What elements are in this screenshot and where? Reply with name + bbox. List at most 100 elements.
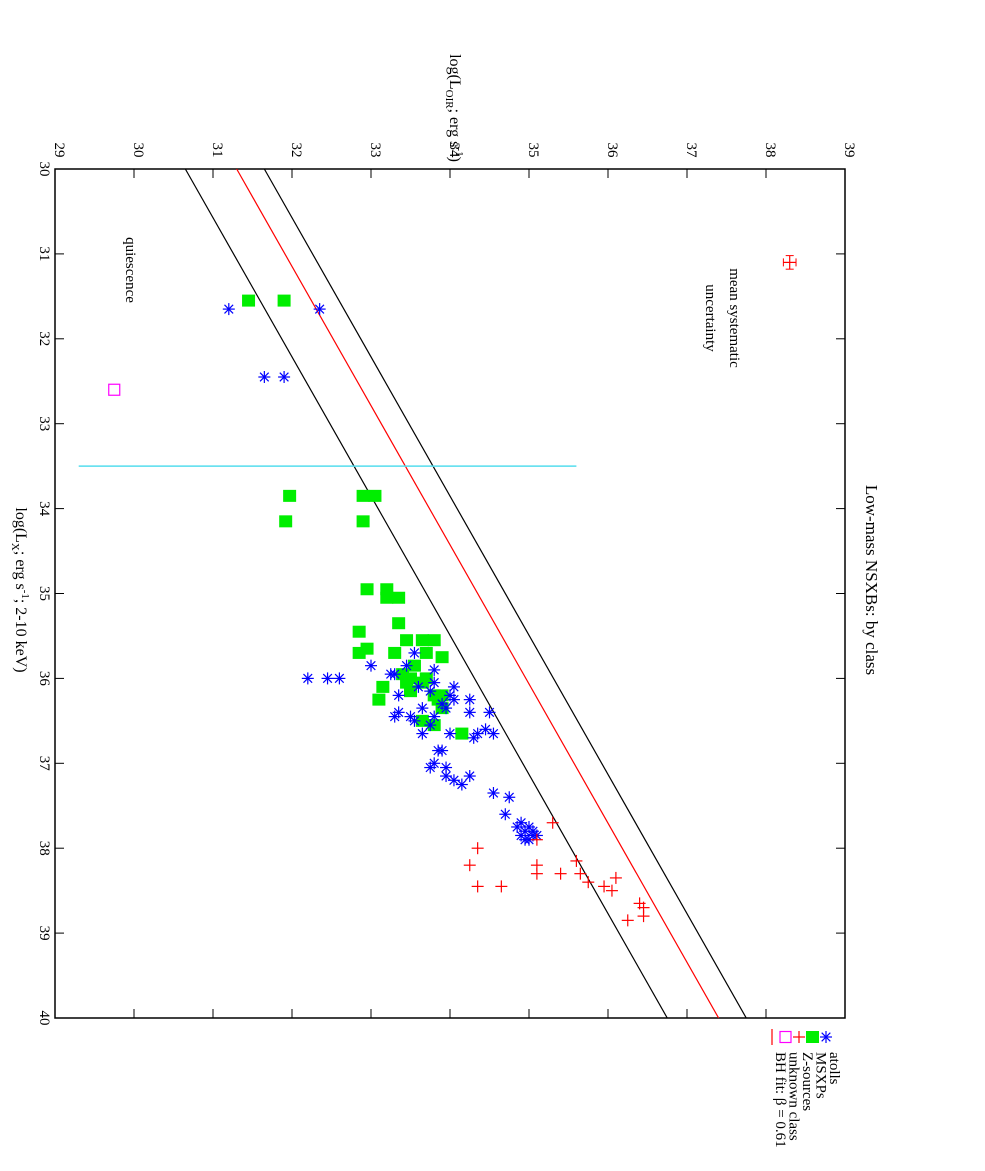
point-atolls [447,693,460,706]
point-atolls-stroke [465,707,475,718]
point-msxps [283,489,297,502]
x-axis-title: log(LX; erg s-1; 2-10 keV) [9,507,31,672]
point-atolls [278,371,291,384]
point-atolls [428,676,441,689]
point-msxps [277,294,291,307]
x-tick-label: 33 [36,416,52,431]
point-atolls [365,659,377,672]
point-msxps [242,294,256,307]
point-msxps [392,617,406,630]
point-msxps-shape [360,583,374,596]
point-msxps-shape [407,659,421,672]
y-tick-label-text: 36 [604,143,620,159]
point-atolls [499,808,512,821]
legend-marker-unknown-class [779,1030,792,1044]
point-atolls-stroke [465,694,475,705]
point-msxps-shape [392,591,406,604]
point-atolls-stroke [425,686,435,696]
y-tick-label-text: 30 [130,143,146,158]
point-atolls [428,710,441,723]
x-tick-label: 36 [36,671,52,687]
point-atolls-stroke [480,724,491,735]
point-msxps [279,515,293,528]
point-msxps [388,646,402,659]
point-atolls [404,710,417,723]
point-atolls-stroke [429,677,439,688]
point-msxps-shape [356,515,370,528]
point-msxps [435,651,449,664]
x-tick-label-text: 38 [36,841,52,856]
y-tick-label: 39 [841,143,857,158]
y-axis-title-text: log(LOIR; erg s-1) [443,54,465,162]
point-atolls [416,702,429,715]
point-atolls [440,702,453,715]
x-tick-label: 34 [36,501,52,516]
legend-label-bh-fit-0-61: BH fit: β = 0.61 [772,1052,788,1148]
point-atolls-stroke [441,762,451,773]
point-msxps [392,591,406,604]
legend-marker-atolls-stroke [821,1032,831,1042]
point-atolls-stroke [449,775,459,786]
legend-label-atolls: atolls [826,1052,842,1085]
point-atolls [416,727,429,740]
legend-marker-z-sources [793,1031,805,1043]
point-atolls-stroke [334,673,345,684]
point-atolls-stroke [520,834,530,845]
point-msxps [400,634,414,647]
y-tick-label-text: 37 [683,143,699,159]
legend-marker-msxps [806,1031,819,1043]
point-atolls-stroke [457,779,467,790]
point-z-sources [471,842,484,855]
point-atolls [463,693,476,706]
fit-lower-line [184,168,668,1019]
point-msxps-shape [368,489,382,502]
plot-area [54,168,846,1019]
point-z-sources [546,816,559,829]
point-atolls-stroke [322,673,333,684]
point-atolls-stroke [429,665,439,675]
uncertainty-label-line2: uncertainty [702,284,718,352]
legend-label-bh-fit-0-61-text: BH fit: β = 0.61 [772,1052,788,1148]
fit-center-line [236,168,720,1019]
point-msxps-shape [376,680,390,693]
point-z-sources [530,833,543,846]
y-tick-label-text: 34 [446,143,462,159]
legend-marker-msxps-shape [806,1031,819,1043]
point-atolls-stroke [393,707,404,718]
point-msxps-shape [404,685,417,698]
point-msxps [356,515,370,528]
point-atolls-stroke [437,745,447,756]
tick-labels: 30 31 32 33 34 35 36 37 38 39 40 29 30 31 32 33 34 35 36 37… [36,143,857,1026]
point-msxps [415,634,429,647]
data-marks [108,294,650,927]
x-tick-label: 30 [36,162,52,177]
point-msxps-shape [360,642,374,655]
point-z-sources [582,876,595,889]
point-atolls [428,663,441,676]
point-atolls [447,774,460,787]
point-msxps [419,646,433,659]
point-msxps-shape [356,489,370,502]
y-tick-label-text: 29 [51,143,67,158]
point-atolls-stroke [484,707,495,718]
point-atolls [463,770,476,783]
point-atolls [436,744,449,757]
x-tick-label-text: 32 [36,331,52,346]
y-tick-label: 31 [209,143,225,158]
legend-label-msxps-text: MSXPs [813,1052,829,1099]
point-atolls-stroke [409,648,420,658]
annotation-uncertainty-2: uncertainty [702,284,718,352]
point-atolls-stroke [405,711,416,722]
x-tick-label-text: 33 [36,416,52,431]
point-z-sources [463,859,476,872]
point-msxps [415,714,429,727]
y-tick-label: 29 [51,143,67,158]
point-msxps-shape [279,515,293,528]
point-unknown-class-shape [108,383,121,396]
x-tick-label-text: 36 [36,671,52,687]
point-atolls [321,672,334,685]
x-axis-title-text: log(LX; erg s-1; 2-10 keV) [9,507,31,672]
annotation-uncertainty: mean systematic [726,268,742,368]
x-tick-label-text: 34 [36,501,52,516]
y-tick-label: 33 [367,143,383,158]
